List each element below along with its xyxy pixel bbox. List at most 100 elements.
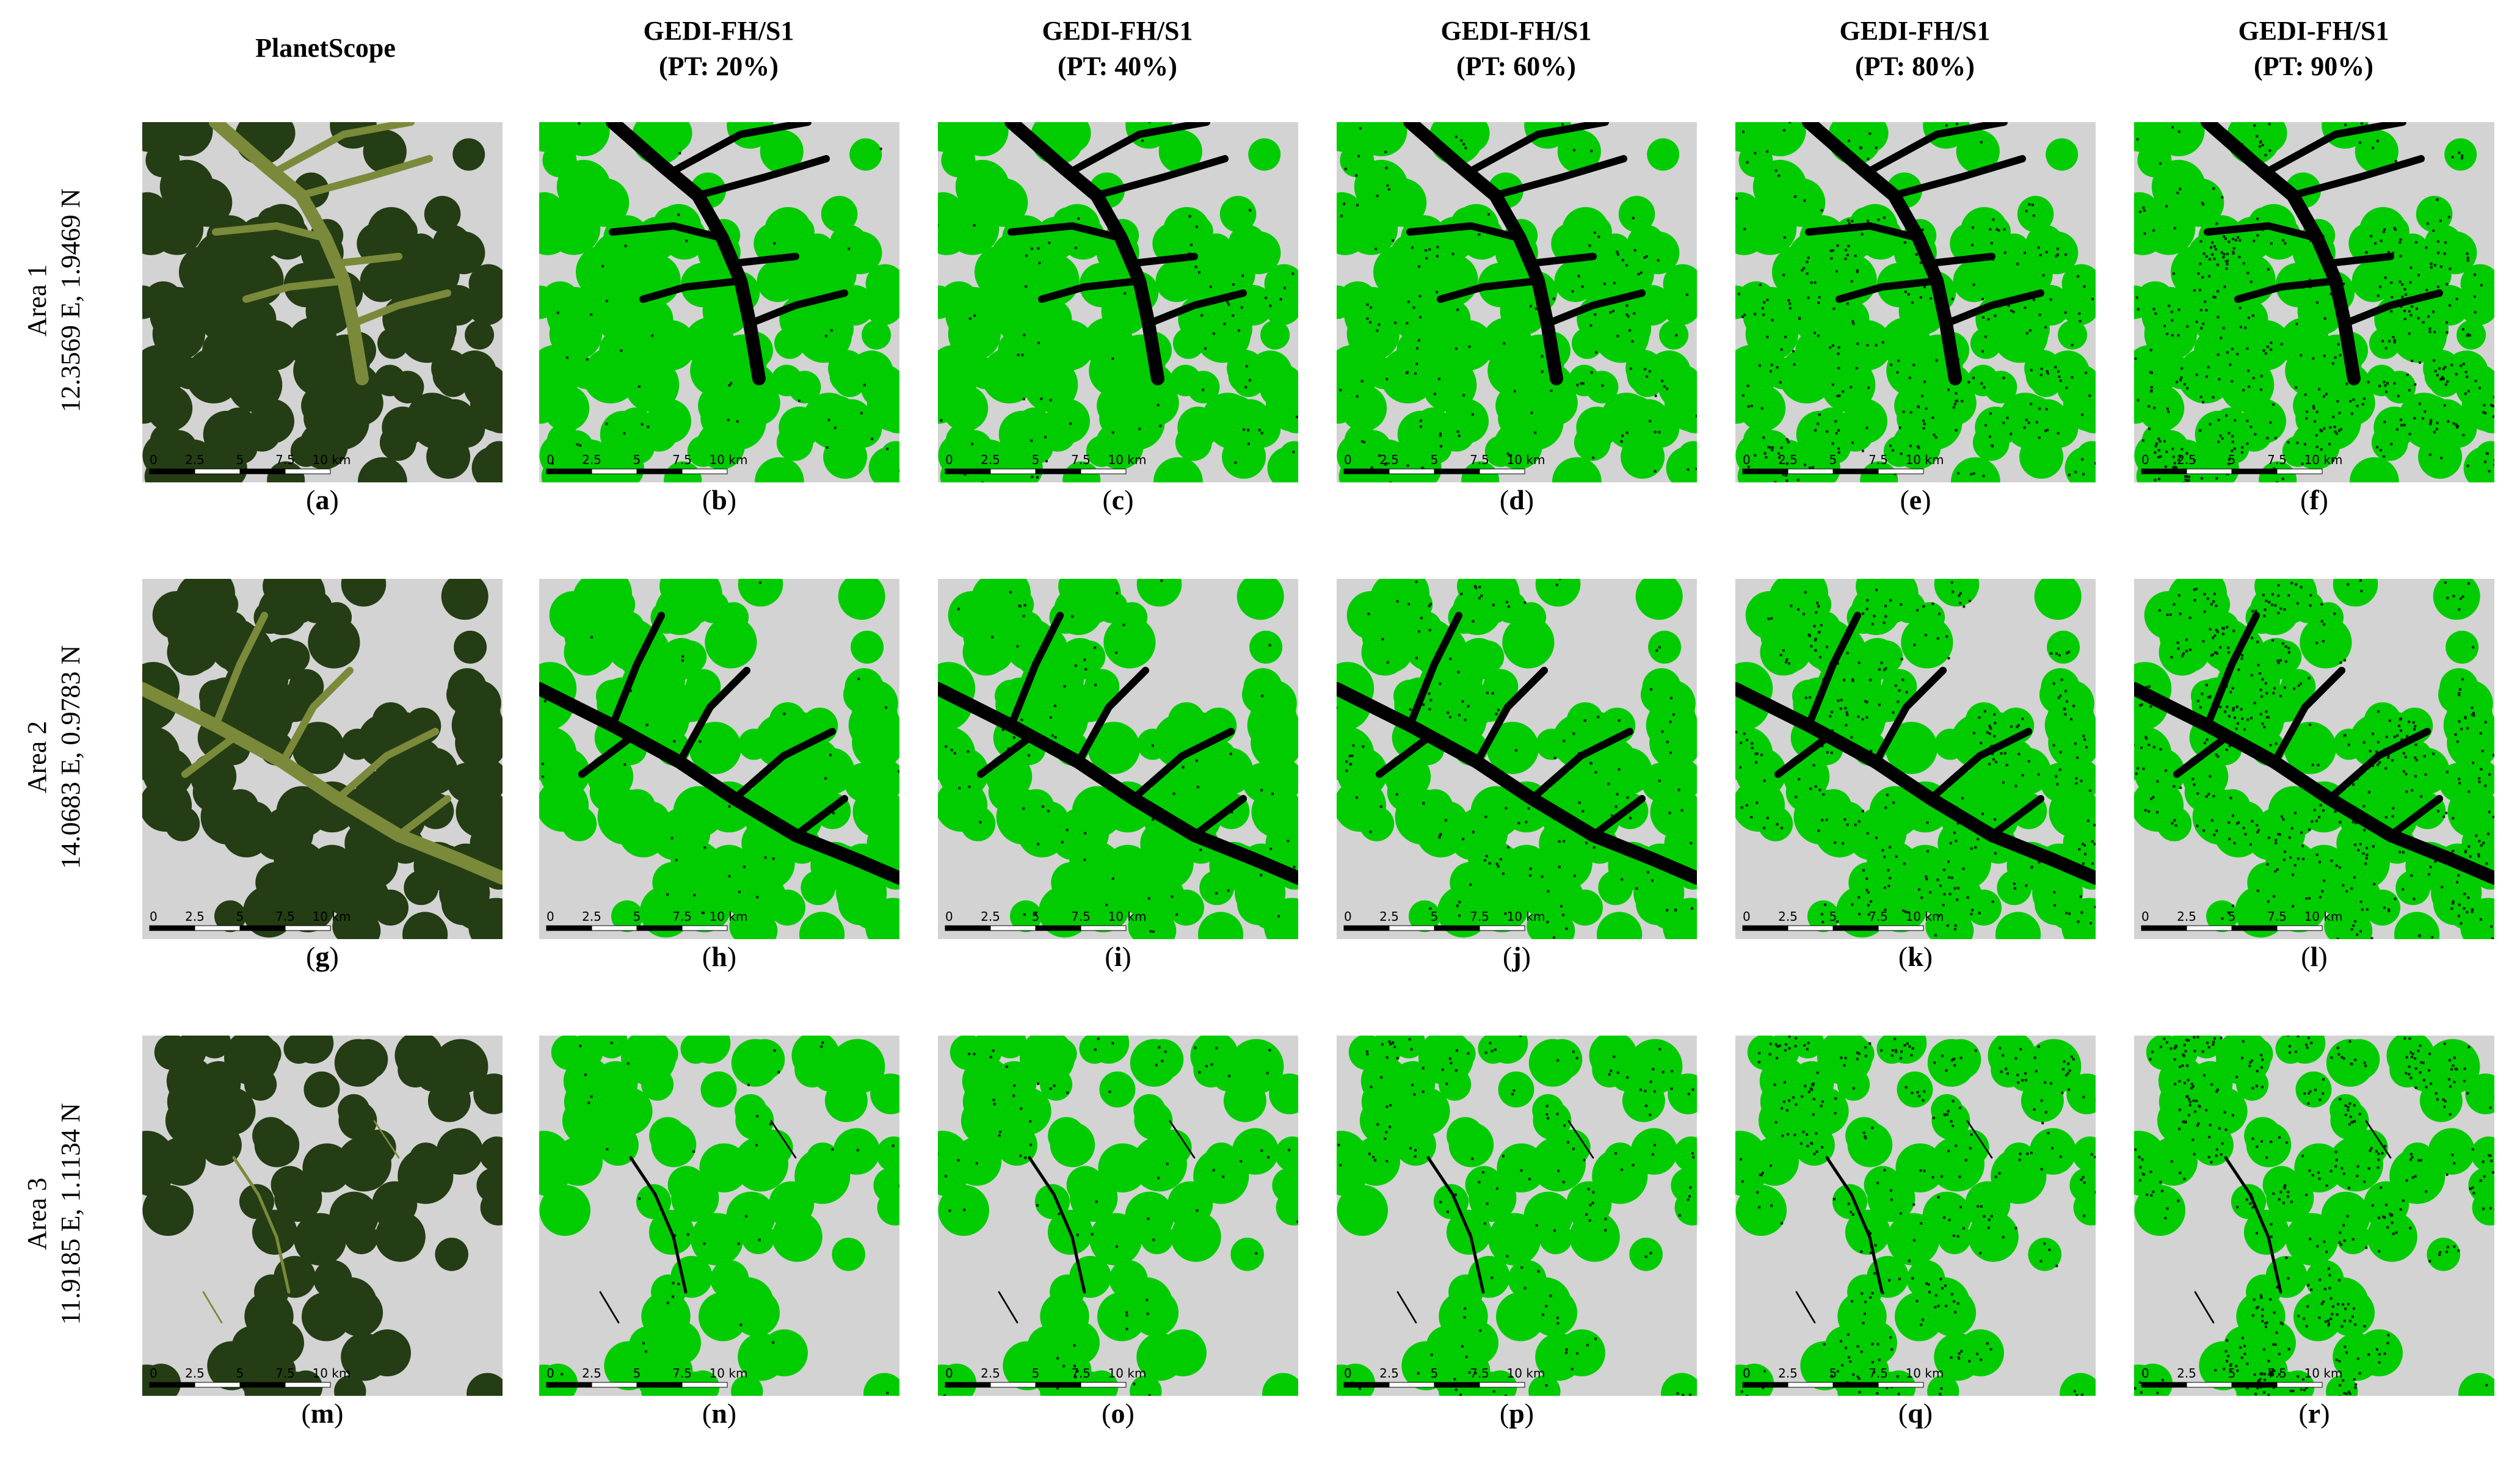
scale-bar-tick-label: 5 — [2228, 909, 2236, 924]
scale-bar: 0 2.5 5 7.5 10 km — [1343, 1366, 1545, 1388]
column-title-line1: GEDI-FH/S1 — [2238, 16, 2389, 46]
scale-bar-tick-label: 10 km — [313, 452, 351, 467]
scale-bar-tick-label: 2.5 — [1379, 1366, 1399, 1381]
scale-bar-tick-label: 2.5 — [1379, 909, 1399, 924]
scale-bar-tick-label: 7.5 — [1071, 452, 1091, 467]
scale-bar-tick-label: 0 — [1344, 1366, 1352, 1381]
scale-bar-tick-label: 0 — [1743, 909, 1751, 924]
panel-caption: (i) — [1105, 941, 1131, 972]
scale-bar-tick-label: 0 — [945, 909, 953, 924]
panel-caption: (q) — [1898, 1398, 1933, 1429]
scale-bar-tick-label: 0 — [150, 1366, 158, 1381]
classification-map: 0 2.5 5 7.5 10 km — [1735, 579, 2096, 939]
scale-bar-tick-label: 7.5 — [672, 452, 692, 467]
scale-bar-tick-label: 7.5 — [1071, 1366, 1091, 1381]
forest-mask-image: 0 2.5 5 7.5 10 km — [2134, 122, 2494, 482]
scale-bar-tick-label: 0 — [1344, 909, 1352, 924]
scale-bar-tick-label: 2.5 — [1379, 452, 1399, 467]
panel-letter: m — [310, 1398, 335, 1429]
scale-bar-tick-label: 5 — [1032, 452, 1040, 467]
scale-bar-tick-label: 5 — [633, 452, 641, 467]
scale-bar-tick-label: 0 — [546, 452, 554, 467]
scale-bar-tick-label: 5 — [633, 1366, 641, 1381]
scale-bar-tick-label: 2.5 — [582, 1366, 601, 1381]
satellite-scene: 0 2.5 5 7.5 10 km — [142, 1036, 503, 1396]
forest-mask-image: 0 2.5 5 7.5 10 km — [539, 122, 899, 482]
scale-bar-tick-label: 10 km — [1906, 909, 1944, 924]
classification-map: 0 2.5 5 7.5 10 km — [539, 1036, 899, 1396]
forest-mask-image: 0 2.5 5 7.5 10 km — [539, 579, 899, 939]
panel-letter: c — [1111, 484, 1125, 515]
scale-bar-tick-label: 5 — [2228, 1366, 2236, 1381]
classification-map: 0 2.5 5 7.5 10 km — [938, 579, 1298, 939]
row-area-name: Area 2 — [22, 721, 52, 794]
row-label-area-1: Area 1 12.3569 E, 1.9469 N — [20, 87, 87, 514]
classification-map: 0 2.5 5 7.5 10 km — [1337, 122, 1697, 482]
forest-mask-image: 0 2.5 5 7.5 10 km — [1337, 1036, 1697, 1396]
scale-bar-tick-label: 10 km — [710, 909, 748, 924]
scale-bar-tick-label: 2.5 — [1778, 909, 1798, 924]
planetscope-image: 0 2.5 5 7.5 10 km — [142, 122, 503, 482]
forest-mask-image: 0 2.5 5 7.5 10 km — [1735, 122, 2096, 482]
panel-letter: e — [1909, 484, 1922, 515]
row-area-coords: 14.0683 E, 0.9783 N — [56, 645, 85, 869]
classification-map: 0 2.5 5 7.5 10 km — [938, 1036, 1298, 1396]
panel-caption: (k) — [1898, 941, 1933, 972]
scale-bar-tick-label: 5 — [236, 1366, 244, 1381]
scale-bar-tick-label: 2.5 — [2177, 909, 2196, 924]
scale-bar-tick-label: 2.5 — [582, 452, 601, 467]
scale-bar-tick-label: 0 — [1743, 452, 1751, 467]
scale-bar-tick-label: 5 — [1431, 909, 1439, 924]
column-title-pt20: GEDI-FH/S1 (PT: 20%) — [536, 13, 902, 84]
classification-map: 0 2.5 5 7.5 10 km — [539, 122, 899, 482]
panel-letter: h — [711, 941, 727, 972]
scale-bar-tick-label: 2.5 — [582, 909, 601, 924]
column-title-line1: GEDI-FH/S1 — [1042, 16, 1193, 46]
scale-bar: 0 2.5 5 7.5 10 km — [945, 452, 1146, 474]
scale-bar-tick-label: 0 — [150, 452, 158, 467]
classification-map: 0 2.5 5 7.5 10 km — [1735, 1036, 2096, 1396]
scale-bar-tick-label: 5 — [236, 452, 244, 467]
panel-letter: j — [1512, 941, 1522, 972]
panel-caption: (j) — [1503, 941, 1531, 972]
planetscope-image: 0 2.5 5 7.5 10 km — [142, 579, 503, 939]
scale-bar-tick-label: 7.5 — [672, 1366, 692, 1381]
scale-bar: 0 2.5 5 7.5 10 km — [546, 909, 747, 931]
scale-bar-tick-label: 2.5 — [185, 909, 205, 924]
scale-bar: 0 2.5 5 7.5 10 km — [149, 452, 351, 474]
forest-mask-image: 0 2.5 5 7.5 10 km — [1337, 122, 1697, 482]
scale-bar-tick-label: 7.5 — [1470, 1366, 1489, 1381]
scale-bar-tick-label: 10 km — [710, 1366, 748, 1381]
scale-bar: 0 2.5 5 7.5 10 km — [546, 452, 747, 474]
scale-bar-tick-label: 5 — [1431, 1366, 1439, 1381]
satellite-scene: 0 2.5 5 7.5 10 km — [142, 122, 503, 482]
scale-bar: 0 2.5 5 7.5 10 km — [1343, 452, 1545, 474]
scale-bar-tick-label: 7.5 — [2267, 1366, 2287, 1381]
panel-caption: (h) — [702, 941, 737, 972]
panel-caption: (a) — [306, 484, 339, 515]
planetscope-image: 0 2.5 5 7.5 10 km — [142, 1036, 503, 1396]
scale-bar-tick-label: 0 — [945, 1366, 953, 1381]
forest-mask-image: 0 2.5 5 7.5 10 km — [2134, 1036, 2494, 1396]
panel-letter: r — [2308, 1398, 2321, 1429]
scale-bar-tick-label: 0 — [1344, 452, 1352, 467]
column-title-line2: (PT: 90%) — [2254, 51, 2373, 81]
scale-bar-tick-label: 0 — [2141, 909, 2149, 924]
row-area-coords: 11.9185 E, 1.1134 N — [56, 1103, 85, 1325]
column-title-pt40: GEDI-FH/S1 (PT: 40%) — [934, 13, 1301, 84]
panel-caption: (n) — [702, 1398, 737, 1429]
scale-bar-tick-label: 10 km — [313, 909, 351, 924]
scale-bar-tick-label: 10 km — [1507, 1366, 1545, 1381]
forest-mask-image: 0 2.5 5 7.5 10 km — [1337, 579, 1697, 939]
panel-caption: (p) — [1499, 1398, 1534, 1429]
scale-bar-tick-label: 10 km — [313, 1366, 351, 1381]
panel-caption: (b) — [702, 484, 737, 515]
forest-mask-image: 0 2.5 5 7.5 10 km — [938, 1036, 1298, 1396]
panel-letter: n — [711, 1398, 727, 1429]
scale-bar-tick-label: 0 — [2141, 452, 2149, 467]
scale-bar-tick-label: 7.5 — [1868, 1366, 1888, 1381]
column-title-pt90: GEDI-FH/S1 (PT: 90%) — [2130, 13, 2497, 84]
scale-bar-tick-label: 7.5 — [1868, 452, 1888, 467]
classification-map: 0 2.5 5 7.5 10 km — [2134, 579, 2494, 939]
panel-caption: (r) — [2298, 1398, 2330, 1429]
